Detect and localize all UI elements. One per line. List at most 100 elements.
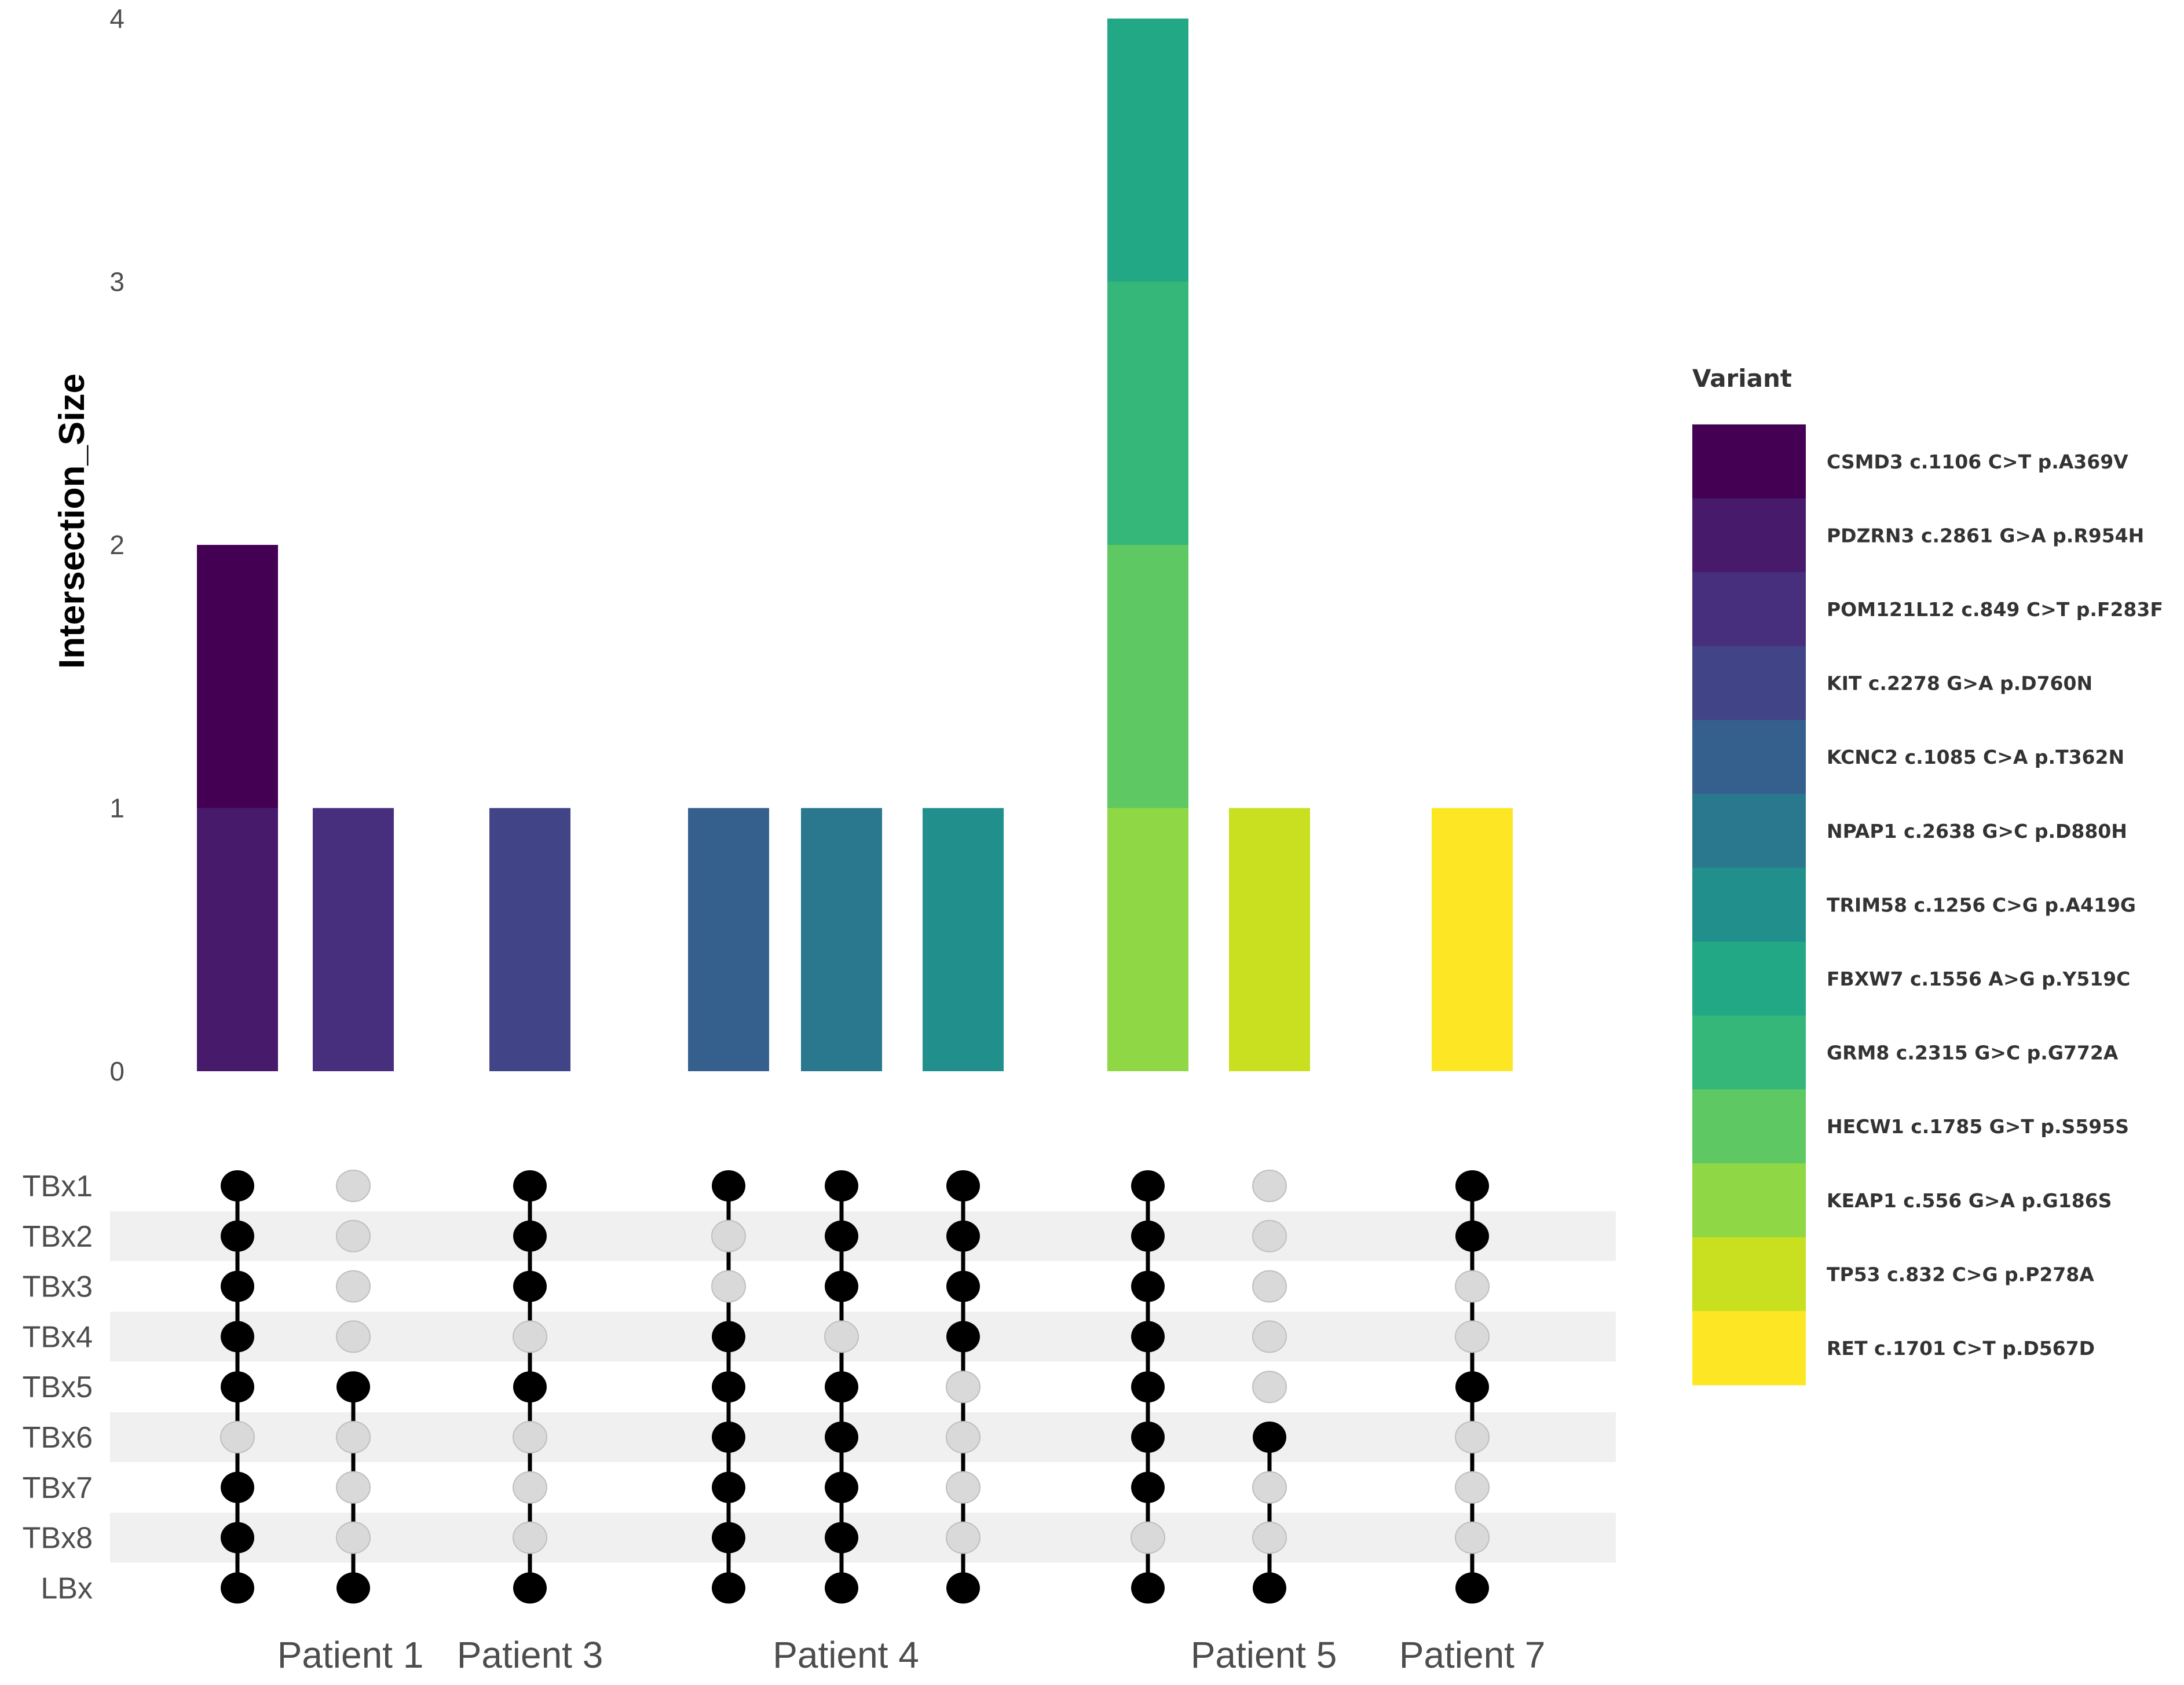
- matrix-dot-empty: [513, 1320, 547, 1353]
- legend-label: RET c.1701 C>T p.D567D: [1827, 1337, 2095, 1360]
- matrix-dot-filled: [712, 1371, 745, 1403]
- matrix-dot-empty: [513, 1421, 547, 1453]
- legend-item: FBXW7 c.1556 A>G p.Y519C: [1692, 942, 2130, 1016]
- matrix-dot-empty: [946, 1521, 981, 1554]
- matrix-dot-filled: [712, 1522, 745, 1554]
- matrix-dot-empty: [336, 1521, 371, 1554]
- matrix-dot-empty: [1252, 1371, 1287, 1404]
- matrix-dot-empty: [1252, 1320, 1287, 1353]
- matrix-dot-empty: [336, 1320, 371, 1353]
- matrix-dot-filled: [513, 1371, 547, 1403]
- set-label: LBx: [41, 1572, 93, 1605]
- patient-label: Patient 7: [1399, 1634, 1546, 1676]
- matrix-dot-filled: [1131, 1321, 1165, 1353]
- legend-swatch: [1692, 498, 1806, 573]
- legend-swatch: [1692, 1237, 1806, 1312]
- matrix-dot-empty: [336, 1219, 371, 1252]
- matrix-dot-filled: [825, 1170, 858, 1202]
- matrix-dot-filled: [825, 1220, 858, 1252]
- matrix-dot-filled: [1131, 1220, 1165, 1252]
- legend-swatch: [1692, 572, 1806, 647]
- legend-items: CSMD3 c.1106 C>T p.A369V PDZRN3 c.2861 G>…: [1692, 424, 2163, 1386]
- set-label: TBx3: [23, 1270, 93, 1304]
- legend: Variant CSMD3 c.1106 C>T p.A369V PDZRN3 c…: [1692, 364, 2163, 1386]
- matrix-dot-filled: [712, 1471, 745, 1503]
- matrix-dot-empty: [1455, 1320, 1490, 1353]
- legend-item: HECW1 c.1785 G>T p.S595S: [1692, 1089, 2129, 1164]
- legend-label: NPAP1 c.2638 G>C p.D880H: [1827, 820, 2127, 843]
- bar-segment: [1107, 281, 1188, 545]
- matrix-dot-empty: [1252, 1270, 1287, 1303]
- matrix-dot-filled: [712, 1321, 745, 1353]
- set-label: TBx7: [23, 1471, 93, 1505]
- matrix-dot-empty: [336, 1471, 371, 1504]
- matrix-dot-filled: [712, 1572, 745, 1604]
- matrix-dot-empty: [1252, 1219, 1287, 1252]
- patient-label: Patient 1: [277, 1634, 424, 1676]
- y-tick-label: 4: [109, 3, 125, 34]
- matrix-dot-filled: [1131, 1371, 1165, 1403]
- matrix-dot-filled: [513, 1170, 547, 1202]
- matrix-dot-filled: [1131, 1170, 1165, 1202]
- legend-label: HECW1 c.1785 G>T p.S595S: [1827, 1115, 2129, 1138]
- matrix-dot-filled: [1455, 1220, 1489, 1252]
- legend-label: FBXW7 c.1556 A>G p.Y519C: [1827, 968, 2130, 990]
- matrix-dot-empty: [946, 1421, 981, 1453]
- legend-title: Variant: [1692, 364, 1792, 393]
- matrix-dot-filled: [513, 1270, 547, 1302]
- patient-label: Patient 4: [773, 1634, 919, 1676]
- patient-label: Patient 5: [1191, 1634, 1337, 1676]
- matrix-dot-filled: [712, 1170, 745, 1202]
- legend-item: GRM8 c.2315 G>C p.G772A: [1692, 1015, 2119, 1090]
- legend-swatch: [1692, 1015, 1806, 1090]
- matrix-dot-filled: [825, 1422, 858, 1453]
- legend-swatch: [1692, 867, 1806, 942]
- legend-item: NPAP1 c.2638 G>C p.D880H: [1692, 794, 2127, 869]
- legend-label: POM121L12 c.849 C>T p.F283F: [1827, 598, 2163, 621]
- matrix-dot-filled: [1131, 1270, 1165, 1302]
- matrix-dot-filled: [513, 1220, 547, 1252]
- legend-label: KEAP1 c.556 G>A p.G186S: [1827, 1189, 2112, 1212]
- bar-segment: [801, 808, 882, 1071]
- matrix-dot-empty: [336, 1421, 371, 1453]
- bar-segment: [923, 808, 1004, 1071]
- matrix-dot-filled: [221, 1371, 254, 1403]
- set-label: TBx4: [23, 1320, 93, 1354]
- legend-item: TP53 c.832 C>G p.P278A: [1692, 1237, 2094, 1312]
- matrix-dot-empty: [1252, 1471, 1287, 1504]
- matrix-dot-filled: [1131, 1572, 1165, 1604]
- matrix-dot-filled: [513, 1572, 547, 1604]
- set-label: TBx8: [23, 1522, 93, 1555]
- legend-label: GRM8 c.2315 G>C p.G772A: [1827, 1042, 2119, 1064]
- matrix-dot-empty: [1455, 1521, 1490, 1554]
- matrix-dot-filled: [712, 1422, 745, 1453]
- matrix-dot-filled: [221, 1572, 254, 1604]
- matrix-dot-filled: [1253, 1422, 1286, 1453]
- legend-label: TRIM58 c.1256 C>G p.A419G: [1827, 893, 2136, 916]
- legend-swatch: [1692, 720, 1806, 794]
- matrix-dot-empty: [824, 1320, 859, 1353]
- bar-segment: [489, 808, 570, 1071]
- y-axis: 0 1 2 3 4: [109, 3, 125, 1086]
- set-label: TBx5: [23, 1371, 93, 1404]
- matrix-dot-filled: [946, 1572, 980, 1604]
- matrix-dot-empty: [1131, 1521, 1165, 1554]
- bar-segment: [1107, 19, 1188, 282]
- y-tick-label: 0: [109, 1056, 125, 1086]
- matrix-dot-filled: [946, 1321, 980, 1353]
- legend-swatch: [1692, 942, 1806, 1016]
- legend-item: TRIM58 c.1256 C>G p.A419G: [1692, 867, 2136, 942]
- matrix-dot-filled: [221, 1170, 254, 1202]
- legend-label: PDZRN3 c.2861 G>A p.R954H: [1827, 524, 2144, 547]
- legend-swatch: [1692, 424, 1806, 499]
- matrix-dot-filled: [1131, 1422, 1165, 1453]
- legend-item: KEAP1 c.556 G>A p.G186S: [1692, 1163, 2112, 1238]
- bar-segment: [688, 808, 769, 1071]
- matrix-dot-filled: [221, 1220, 254, 1252]
- y-tick-label: 2: [109, 530, 125, 560]
- matrix-dot-empty: [1252, 1170, 1287, 1202]
- matrix-dot-empty: [946, 1371, 981, 1404]
- matrix-dot-filled: [825, 1572, 858, 1604]
- matrix-dot-filled: [825, 1522, 858, 1554]
